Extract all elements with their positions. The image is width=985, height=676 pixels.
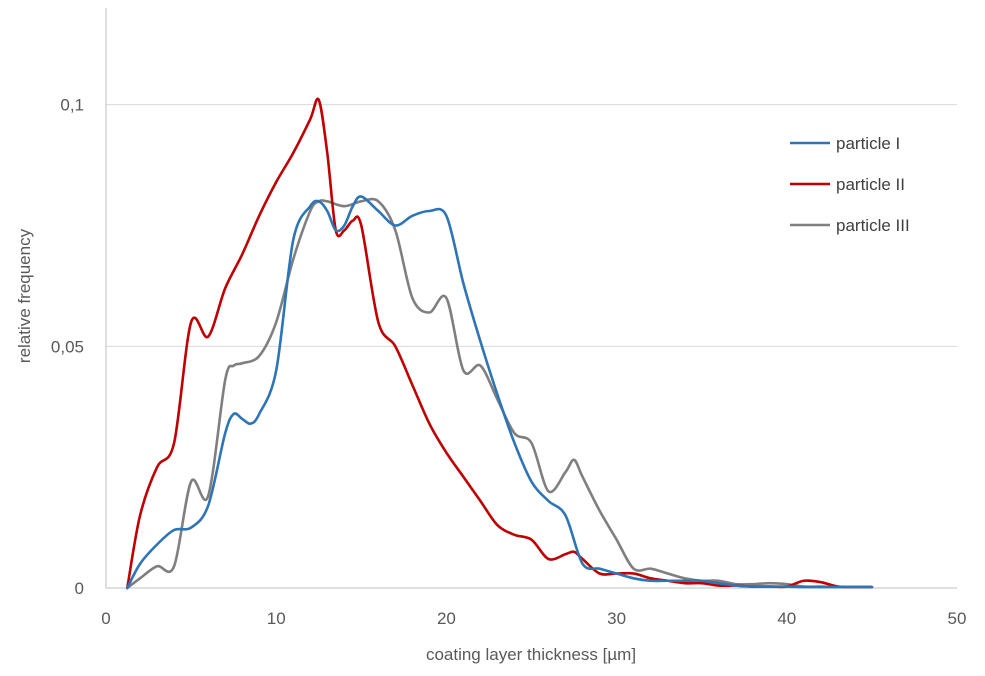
series-line-1	[125, 195, 874, 590]
axes	[105, 8, 957, 589]
x-tick-labels: 0 10 20 30 40 50	[101, 609, 966, 628]
series-lines	[125, 97, 874, 590]
x-tick-label: 20	[437, 609, 456, 628]
x-tick-label: 30	[607, 609, 626, 628]
y-tick-label: 0,05	[51, 337, 84, 356]
series-line-3	[125, 197, 874, 590]
legend: particle I particle II particle III	[790, 134, 910, 235]
series-line-2	[125, 97, 874, 590]
x-tick-label: 40	[777, 609, 796, 628]
gridlines	[106, 104, 957, 347]
x-axis-title: coating layer thickness [µm]	[426, 645, 636, 664]
y-tick-label: 0	[75, 579, 84, 598]
y-tick-label: 0,1	[60, 96, 84, 115]
x-tick-label: 0	[101, 609, 110, 628]
x-tick-label: 50	[948, 609, 967, 628]
x-tick-label: 10	[267, 609, 286, 628]
y-axis-title: relative frequency	[15, 228, 34, 363]
legend-label: particle II	[836, 175, 905, 194]
y-tick-labels: 0 0,05 0,1	[51, 96, 84, 598]
legend-label: particle III	[836, 216, 910, 235]
legend-label: particle I	[836, 134, 900, 153]
